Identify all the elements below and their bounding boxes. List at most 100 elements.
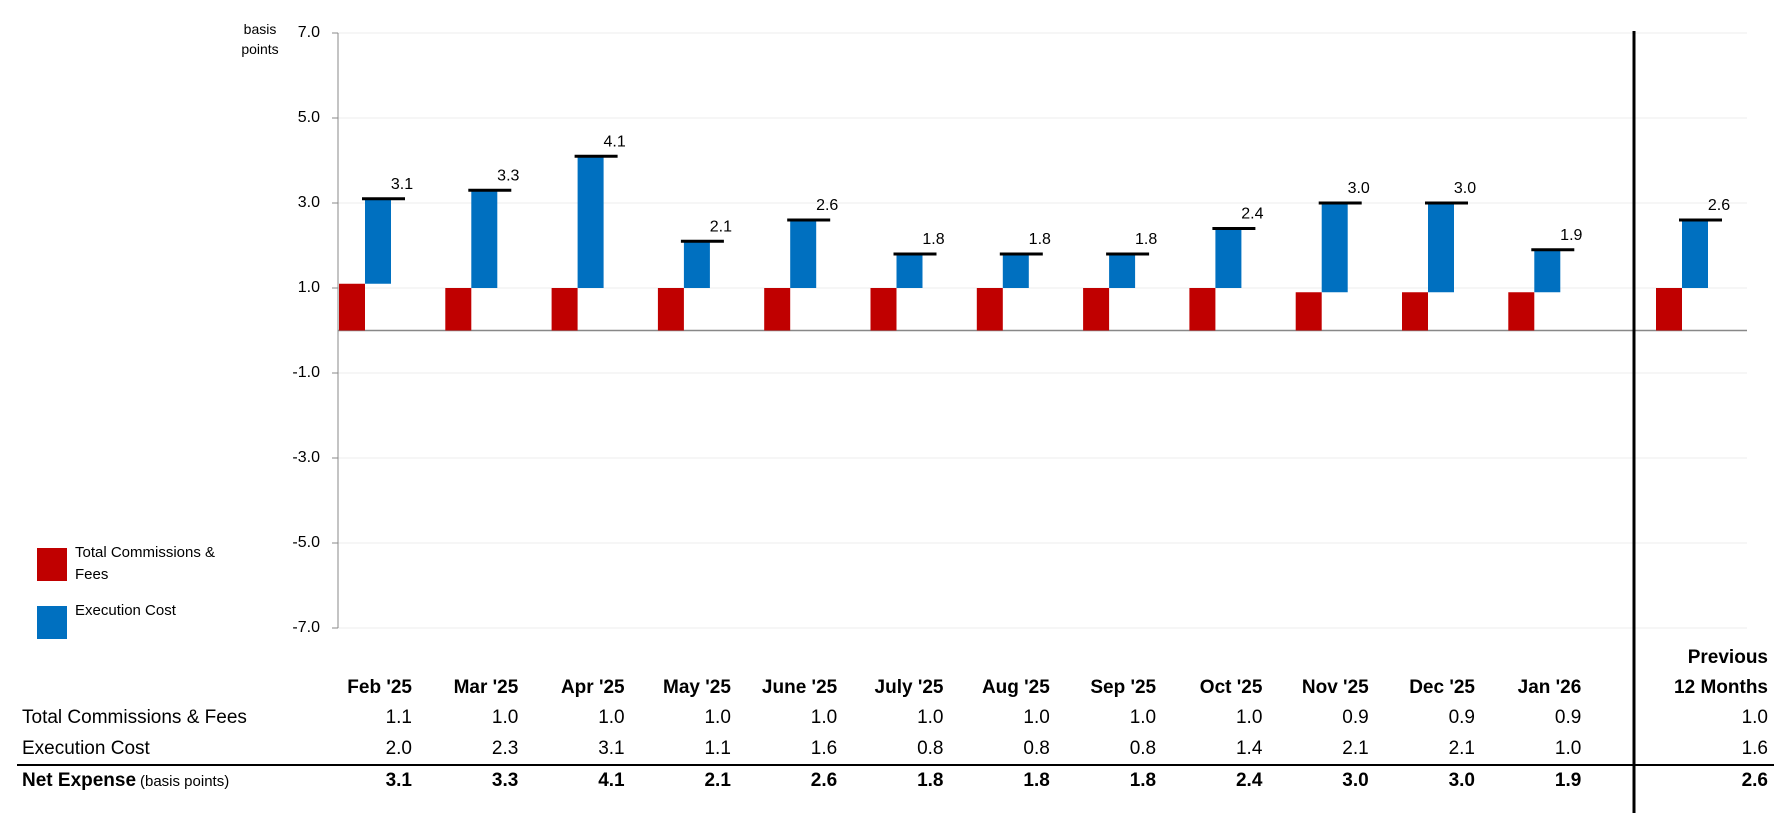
y-tick-label: 5.0 <box>298 109 320 126</box>
table-cell: 3.1 <box>385 770 412 791</box>
data-label: 4.1 <box>603 133 625 150</box>
table-cell: 0.8 <box>1023 738 1050 759</box>
bar <box>764 288 791 331</box>
table-cell: 2.1 <box>704 770 731 791</box>
legend-label: Execution Cost <box>75 602 176 619</box>
data-label: 2.6 <box>1708 197 1730 214</box>
bar <box>1083 288 1110 331</box>
bar <box>790 220 817 288</box>
column-header: Aug '25 <box>981 677 1050 698</box>
table-cell: 2.6 <box>1741 770 1768 791</box>
legend-swatch <box>37 548 67 581</box>
data-label: 1.8 <box>922 231 944 248</box>
table-cell: 1.4 <box>1235 738 1263 759</box>
table-cell: 1.0 <box>1129 707 1157 728</box>
table-cell: 1.0 <box>1235 707 1263 728</box>
column-header: Previous 12 Months <box>1674 647 1768 698</box>
bar <box>339 283 365 331</box>
row-unit: (basis points) <box>140 773 230 790</box>
y-axis-label: basis points <box>241 21 279 57</box>
column-header: May '25 <box>663 677 731 698</box>
table-cell: 1.0 <box>1741 707 1768 728</box>
table-cell: 1.0 <box>491 707 519 728</box>
bar <box>870 288 897 331</box>
bar <box>1534 249 1561 293</box>
y-tick-label: 7.0 <box>298 24 320 41</box>
data-label: 3.1 <box>391 176 413 193</box>
column-header: July '25 <box>874 677 944 698</box>
table-cell: 2.6 <box>810 770 838 791</box>
column-header: Apr '25 <box>560 677 625 698</box>
table-cell: 3.0 <box>1448 770 1475 791</box>
table-cell: 1.1 <box>385 707 412 728</box>
bar <box>1215 228 1242 288</box>
y-tick-label: -1.0 <box>292 364 320 381</box>
legend-label: Total Commissions & Fees <box>75 544 216 583</box>
y-tick-label: 3.0 <box>298 194 320 211</box>
row-label: Total Commissions & Fees <box>22 707 247 728</box>
table-cell: 1.0 <box>704 707 731 728</box>
bar <box>896 254 923 288</box>
bar <box>1109 254 1136 288</box>
table-cell: 1.0 <box>917 707 944 728</box>
column-header: Sep '25 <box>1090 677 1157 698</box>
column-header: Dec '25 <box>1409 677 1475 698</box>
table-cell: 3.0 <box>1342 770 1369 791</box>
table-cell: 3.3 <box>491 770 519 791</box>
table-cell: 1.8 <box>917 770 944 791</box>
data-label: 3.0 <box>1454 180 1476 197</box>
bar <box>471 190 498 288</box>
data-label: 1.8 <box>1135 231 1157 248</box>
table-cell: 1.8 <box>1129 770 1157 791</box>
row-label: Execution Cost <box>22 738 150 759</box>
table-cell: 3.1 <box>598 738 625 759</box>
bar <box>1295 292 1322 331</box>
bar <box>976 288 1003 331</box>
bar <box>577 156 604 288</box>
y-tick-label: -5.0 <box>292 534 320 551</box>
column-header: Mar '25 <box>453 677 519 698</box>
bar <box>1189 288 1216 331</box>
bar <box>1656 288 1682 331</box>
bar <box>657 288 684 331</box>
table-cell: 0.9 <box>1448 707 1475 728</box>
table-cell: 2.0 <box>385 738 412 759</box>
table-cell: 4.1 <box>598 770 625 791</box>
table-cell: 2.1 <box>1342 738 1369 759</box>
table-cell: 2.3 <box>491 738 519 759</box>
table-cell: 1.0 <box>810 707 838 728</box>
row-label: Net Expense <box>22 770 137 791</box>
table-cell: 2.1 <box>1448 738 1475 759</box>
table-cell: 1.0 <box>598 707 625 728</box>
table-cell: 1.8 <box>1023 770 1050 791</box>
data-label: 2.6 <box>816 197 838 214</box>
column-header: Feb '25 <box>347 677 412 698</box>
table-cell: 1.0 <box>1023 707 1050 728</box>
bar <box>1321 203 1348 293</box>
column-header: Jan '26 <box>1517 677 1582 698</box>
y-tick-label: -7.0 <box>292 619 320 636</box>
bar <box>1002 254 1029 288</box>
bar <box>365 198 391 284</box>
table-cell: 0.9 <box>1342 707 1369 728</box>
bar <box>1682 220 1708 288</box>
table-cell: 1.0 <box>1554 738 1582 759</box>
table-cell: 1.1 <box>704 738 731 759</box>
data-label: 3.0 <box>1348 180 1370 197</box>
bar <box>683 241 710 288</box>
column-header: Nov '25 <box>1301 677 1369 698</box>
bar <box>1428 203 1454 293</box>
bar <box>1402 292 1428 331</box>
table-cell: 2.4 <box>1235 770 1263 791</box>
table-cell: 0.8 <box>917 738 944 759</box>
table-cell: 1.6 <box>810 738 838 759</box>
data-label: 1.9 <box>1560 227 1582 244</box>
table-cell: 1.9 <box>1554 770 1582 791</box>
legend-swatch <box>37 606 67 639</box>
bar <box>1508 292 1535 331</box>
bar <box>445 288 472 331</box>
y-tick-label: 1.0 <box>298 279 320 296</box>
y-tick-label: -3.0 <box>292 449 320 466</box>
table-cell: 1.6 <box>1741 738 1768 759</box>
